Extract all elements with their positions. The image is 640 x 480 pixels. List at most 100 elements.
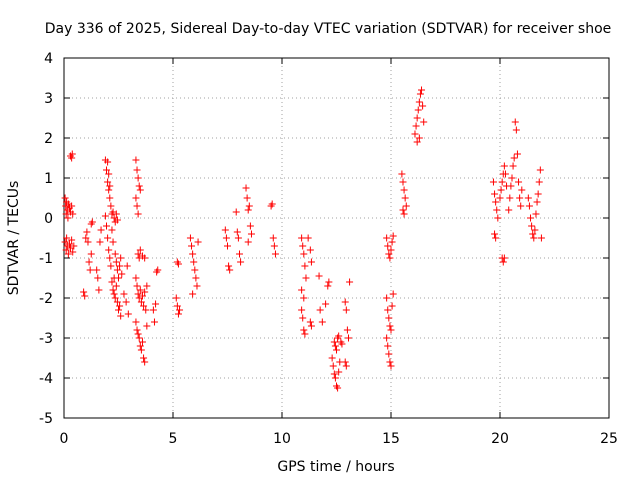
data-point-marker [134,210,142,218]
data-point-marker [386,358,394,366]
data-point-marker [154,266,162,274]
data-point-marker [494,214,502,222]
data-point-marker [104,158,112,166]
data-point-marker [398,170,406,178]
data-point-marker [140,354,148,362]
data-point-marker [138,292,146,300]
plot-frame [63,57,610,419]
data-point-marker [517,202,525,210]
data-point-marker [325,278,333,286]
data-point-marker [245,202,253,210]
data-point-marker [136,186,144,194]
data-point-marker [402,202,410,210]
data-point-marker [137,346,145,354]
data-point-marker [105,186,113,194]
data-point-marker [401,194,409,202]
data-point-marker [315,272,323,280]
x-axis-ticks: 0 5 10 15 20 25 [60,58,618,447]
data-point-marker [192,274,200,282]
data-point-marker [536,166,544,174]
data-point-marker [106,182,114,190]
data-point-marker [244,206,252,214]
data-point-marker [306,318,314,326]
data-point-marker [301,330,309,338]
data-point-marker [525,202,533,210]
data-points [61,86,545,392]
data-point-marker [338,340,346,348]
data-point-marker [106,254,114,262]
chart-title: Day 336 of 2025, Sidereal Day-to-day VTE… [45,21,612,37]
data-point-marker [93,266,101,274]
x-tick-label: 0 [60,431,69,447]
data-point-marker [122,298,130,306]
data-point-marker [189,250,197,258]
data-point-marker [535,178,543,186]
data-point-marker [105,170,113,178]
data-point-marker [335,332,343,340]
data-point-marker [62,246,70,254]
data-point-marker [142,306,150,314]
data-point-marker [104,178,112,186]
data-point-marker [531,226,539,234]
data-point-marker [138,338,146,346]
data-point-marker [399,206,407,214]
data-point-marker [94,274,102,282]
data-point-marker [69,248,77,256]
data-point-marker [414,106,422,114]
data-point-marker [411,130,419,138]
data-point-marker [328,354,336,362]
data-point-marker [512,126,520,134]
y-tick-label: 2 [44,131,53,147]
data-point-marker [529,230,537,238]
data-point-marker [269,234,277,242]
data-point-marker [120,290,128,298]
data-point-marker [132,156,140,164]
data-point-marker [173,302,181,310]
data-point-marker [415,98,423,106]
data-point-marker [109,286,117,294]
data-point-marker [528,222,536,230]
data-point-marker [136,246,144,254]
data-point-marker [388,238,396,246]
data-point-marker [108,226,116,234]
data-point-marker [117,254,125,262]
data-point-marker [140,302,148,310]
data-point-marker [68,154,76,162]
data-point-marker [316,306,324,314]
data-point-marker [518,186,526,194]
data-point-marker [111,294,119,302]
data-point-marker [134,330,142,338]
data-point-marker [226,266,234,274]
data-point-marker [234,234,242,242]
data-point-marker [499,258,507,266]
data-point-marker [342,362,350,370]
data-point-marker [237,258,245,266]
data-point-marker [324,282,332,290]
x-tick-label: 10 [273,431,291,447]
data-point-marker [87,250,95,258]
data-point-marker [331,342,339,350]
data-point-marker [492,234,500,242]
data-point-marker [174,260,182,268]
data-point-marker [103,166,111,174]
data-point-marker [124,310,132,318]
data-point-marker [186,234,194,242]
data-point-marker [111,250,119,258]
data-point-marker [88,218,96,226]
data-point-marker [331,374,339,382]
data-point-marker [107,202,115,210]
y-tick-label: 4 [44,51,53,67]
data-point-marker [135,334,143,342]
data-point-marker [383,294,391,302]
data-point-marker [115,274,122,282]
data-point-marker [247,230,255,238]
data-point-marker [300,294,308,302]
data-point-marker [233,228,241,236]
data-point-marker [80,288,88,296]
data-point-marker [118,270,126,278]
data-point-marker [385,314,393,322]
data-point-marker [505,206,513,214]
data-point-marker [141,288,149,296]
data-point-marker [302,274,310,282]
